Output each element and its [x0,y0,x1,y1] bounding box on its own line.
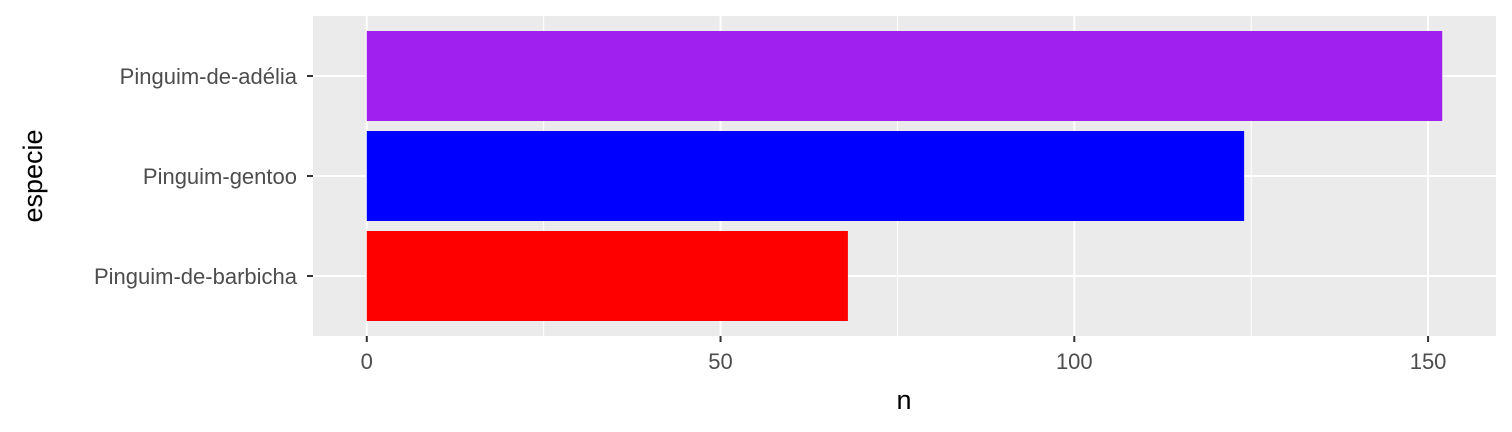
y-axis: Pinguim-de-barbicha Pinguim-gentoo Pinguim… [94,64,313,289]
bars [366,31,1443,321]
x-axis: 0 50 100 150 [361,336,1447,374]
x-tick-label: 0 [361,349,373,374]
y-tick-label: Pinguim-de-adélia [120,64,298,89]
x-tick-label: 150 [1410,349,1447,374]
x-axis-title: n [896,385,911,415]
bar-pinguim-de-barbicha [366,231,848,321]
x-tick-label: 100 [1056,349,1093,374]
bar-pinguim-de-ad-lia [366,31,1443,121]
y-tick-label: Pinguim-gentoo [143,164,297,189]
bar-pinguim-gentoo [366,131,1245,221]
y-axis-title: especie [18,129,48,222]
y-tick-label: Pinguim-de-barbicha [94,264,298,289]
x-tick-label: 50 [708,349,732,374]
